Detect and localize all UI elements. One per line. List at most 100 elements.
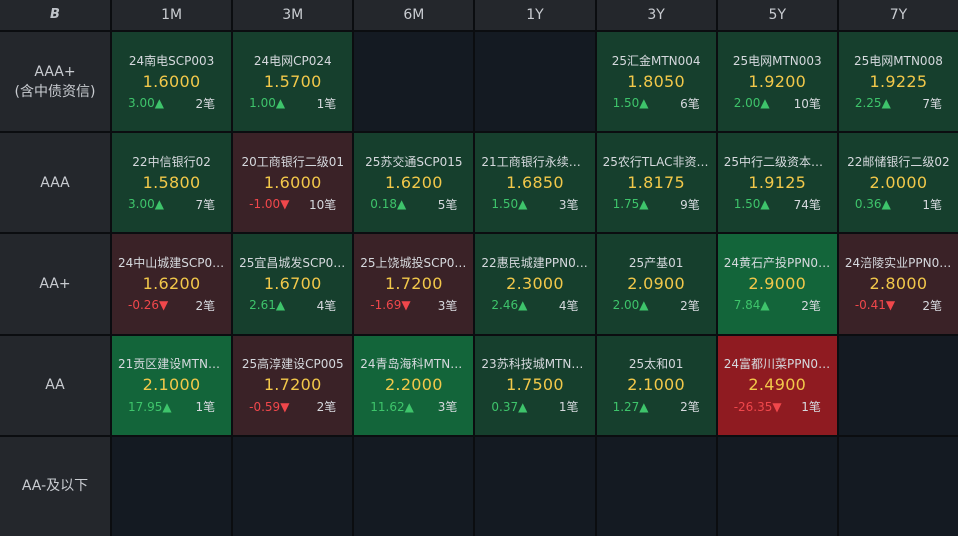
bond-cell[interactable]: 24涪陵实业PPN001B 2.8000 -0.41▼ 2笔 [838, 234, 958, 334]
bond-name: 25汇金MTN004 [611, 53, 701, 68]
rating-label: AA [45, 377, 65, 394]
bond-cell[interactable]: 22惠民城建PPN003 2.3000 2.46▲ 4笔 [475, 234, 595, 334]
rate-change: 2.61▲ [249, 298, 286, 313]
bond-meta: 0.36▲ 1笔 [845, 196, 952, 213]
bond-rate: 1.9225 [869, 71, 928, 91]
b-logo-icon: B [50, 7, 60, 22]
bond-rate: 2.4900 [748, 375, 807, 395]
bond-name: 25产基01 [628, 255, 684, 270]
trade-count: 10笔 [309, 197, 337, 212]
tenor-header-3m[interactable]: 3M [233, 0, 353, 30]
rating-label: AA+ [39, 275, 71, 292]
rate-change: -0.41▼ [854, 298, 896, 313]
bond-rate: 2.0900 [627, 273, 686, 293]
bond-rate: 1.9125 [748, 172, 807, 192]
bond-name: 25高淳建设CP005 [241, 357, 344, 372]
empty-cell [838, 436, 958, 536]
bond-name: 25宜昌城发SCP001 [239, 255, 347, 270]
trade-count: 74笔 [793, 197, 821, 212]
bond-name: 25上饶城投SCP001 [360, 255, 468, 270]
bond-cell[interactable]: 25苏交通SCP015 1.6200 0.18▲ 5笔 [354, 133, 474, 233]
bond-rate: 1.6200 [384, 172, 443, 192]
bond-cell[interactable]: 25中行二级资本债0... 1.9125 1.50▲ 74笔 [717, 133, 837, 233]
tenor-header-1y[interactable]: 1Y [475, 0, 595, 30]
bond-cell[interactable]: 25汇金MTN004 1.8050 1.50▲ 6笔 [596, 32, 716, 132]
rate-change: 11.62▲ [370, 399, 414, 414]
rating-label: AAA [40, 174, 70, 191]
bond-cell[interactable]: 24黄石产投PPN001 2.9000 7.84▲ 2笔 [717, 234, 837, 334]
bond-cell[interactable]: 21贡区建设MTN001 2.1000 17.95▲ 1笔 [112, 335, 232, 435]
bond-rate: 2.0000 [869, 172, 928, 192]
bond-meta: 2.46▲ 4笔 [481, 297, 588, 314]
bond-meta: 1.27▲ 2笔 [603, 398, 710, 415]
bond-rate: 2.1000 [142, 375, 201, 395]
empty-cell [838, 335, 958, 435]
bond-cell[interactable]: 25产基01 2.0900 2.00▲ 2笔 [596, 234, 716, 334]
bond-rate: 2.2000 [384, 375, 443, 395]
bond-rate: 2.1000 [627, 375, 686, 395]
bond-cell[interactable]: 24青岛海科MTN001 2.2000 11.62▲ 3笔 [354, 335, 474, 435]
rate-change: 1.50▲ [612, 96, 649, 111]
bond-cell[interactable]: 22邮储银行二级02 2.0000 0.36▲ 1笔 [838, 133, 958, 233]
tenor-header-3y[interactable]: 3Y [596, 0, 716, 30]
trade-count: 1笔 [195, 400, 216, 415]
bond-rate: 1.9200 [748, 71, 807, 91]
tenor-header-6m[interactable]: 6M [354, 0, 474, 30]
bond-cell[interactable]: 21工商银行永续债01 1.6850 1.50▲ 3笔 [475, 133, 595, 233]
bond-cell[interactable]: 25上饶城投SCP001 1.7200 -1.69▼ 3笔 [354, 234, 474, 334]
bond-cell[interactable]: 24中山城建SCP001 1.6200 -0.26▼ 2笔 [112, 234, 232, 334]
rate-change: 17.95▲ [128, 399, 172, 414]
trade-count: 10笔 [793, 96, 821, 111]
bond-name: 25电网MTN003 [732, 53, 822, 68]
bond-meta: 2.25▲ 7笔 [845, 95, 952, 112]
tenor-header-5y[interactable]: 5Y [717, 0, 837, 30]
bond-cell[interactable]: 23苏科技城MTN005 1.7500 0.37▲ 1笔 [475, 335, 595, 435]
rate-change: -0.26▼ [128, 298, 169, 313]
rating-header: AA [0, 335, 110, 435]
trade-count: 1笔 [801, 400, 821, 415]
bond-cell[interactable]: 22中信银行02 1.5800 3.00▲ 7笔 [112, 133, 232, 233]
bond-rate: 1.8050 [627, 71, 686, 91]
bond-cell[interactable]: 25电网MTN003 1.9200 2.00▲ 10笔 [717, 32, 837, 132]
rate-change: 0.37▲ [491, 399, 528, 414]
bond-meta: -0.26▼ 2笔 [118, 297, 225, 314]
rate-change: 2.00▲ [612, 298, 649, 313]
bond-meta: 2.00▲ 10笔 [724, 95, 831, 112]
bond-cell[interactable]: 20工商银行二级01 1.6000 -1.00▼ 10笔 [233, 133, 353, 233]
rate-change: 1.00▲ [249, 96, 286, 111]
trade-count: 2笔 [195, 96, 216, 111]
bond-name: 24南电SCP003 [128, 53, 215, 68]
bond-cell[interactable]: 25太和01 2.1000 1.27▲ 2笔 [596, 335, 716, 435]
bond-name: 21工商银行永续债01 [481, 154, 589, 169]
bond-name: 23苏科技城MTN005 [481, 357, 589, 372]
bond-rate: 1.5700 [263, 71, 322, 91]
bond-name: 22中信银行02 [132, 154, 211, 169]
trade-count: 2笔 [680, 400, 700, 415]
bond-name: 24电网CP024 [253, 53, 332, 68]
tenor-header-1m[interactable]: 1M [112, 0, 232, 30]
trade-count: 7笔 [922, 96, 942, 111]
bond-name: 20工商银行二级01 [241, 154, 344, 169]
bond-meta: 2.61▲ 4笔 [239, 297, 346, 314]
bond-cell[interactable]: 25宜昌城发SCP001 1.6700 2.61▲ 4笔 [233, 234, 353, 334]
bond-cell[interactable]: 24电网CP024 1.5700 1.00▲ 1笔 [233, 32, 353, 132]
tenor-header-7y[interactable]: 7Y [838, 0, 958, 30]
bond-name: 24青岛海科MTN001 [360, 357, 468, 372]
empty-cell [112, 436, 232, 536]
bond-cell[interactable]: 25农行TLAC非资本... 1.8175 1.75▲ 9笔 [596, 133, 716, 233]
bond-meta: -26.35▼ 1笔 [724, 398, 831, 415]
empty-cell [475, 436, 595, 536]
trade-count: 6笔 [680, 96, 700, 111]
rate-change: 2.00▲ [733, 96, 770, 111]
bond-cell[interactable]: 25电网MTN008 1.9225 2.25▲ 7笔 [838, 32, 958, 132]
rate-change: 3.00▲ [128, 96, 164, 111]
bond-cell[interactable]: 25高淳建设CP005 1.7200 -0.59▼ 2笔 [233, 335, 353, 435]
rating-header: AA-及以下 [0, 436, 110, 536]
bond-meta: 1.50▲ 74笔 [724, 196, 831, 213]
rating-sublabel: (含中债资信) [14, 83, 96, 100]
bond-cell[interactable]: 24富都川菜PPN001 2.4900 -26.35▼ 1笔 [717, 335, 837, 435]
rate-change: 1.50▲ [733, 197, 770, 212]
bond-meta: -1.00▼ 10笔 [239, 196, 346, 213]
trade-count: 1笔 [558, 400, 579, 415]
bond-cell[interactable]: 24南电SCP003 1.6000 3.00▲ 2笔 [112, 32, 232, 132]
